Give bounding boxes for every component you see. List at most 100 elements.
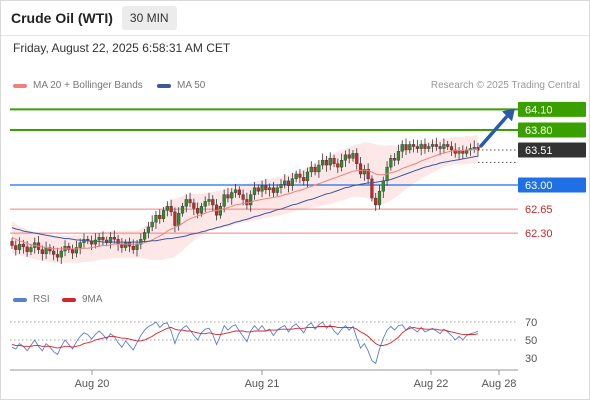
candle-body — [358, 163, 363, 175]
candle-body — [150, 221, 154, 228]
price-tag-62-30: 62.30 — [525, 228, 553, 240]
candle-body — [226, 194, 230, 199]
candle-body — [332, 157, 336, 164]
rsi-tick-70: 70 — [525, 317, 537, 329]
candle-body — [89, 240, 94, 245]
x-tick-label: Aug 22 — [414, 378, 449, 390]
candle-body — [347, 154, 351, 159]
candle-body — [256, 187, 260, 192]
candle-body — [324, 160, 329, 166]
price-tag-64-10: 64.10 — [525, 104, 553, 116]
candle-body — [298, 173, 302, 178]
candle-body — [124, 242, 128, 248]
candle-body — [283, 180, 287, 185]
forecast-arrow-shaft — [479, 115, 508, 148]
candle-body — [10, 241, 14, 246]
candle-body — [211, 199, 215, 206]
candle-body — [370, 178, 374, 199]
legend-rsi-label: RSI — [33, 294, 50, 305]
credit-text: Research © 2025 Trading Central — [430, 80, 580, 91]
candle-body — [93, 239, 97, 245]
candle-body — [286, 180, 291, 186]
legend-ma20: MA 20 + Bollinger Bands — [13, 80, 143, 91]
bollinger-band — [12, 135, 478, 263]
candle-body — [321, 160, 325, 166]
price-tag-63-51: 63.51 — [525, 145, 553, 157]
candle-body — [192, 202, 196, 209]
candle-body — [453, 149, 457, 154]
candle-body — [71, 249, 75, 254]
candle-body — [249, 194, 253, 206]
chart-header: Crude Oil (WTI) 30 MIN — [0, 0, 590, 36]
candle-body — [472, 146, 476, 149]
candle-body — [351, 153, 355, 159]
candle-body — [366, 168, 370, 180]
candle-body — [393, 157, 397, 161]
candle-body — [67, 245, 71, 250]
candle-body — [446, 144, 450, 147]
candle-body — [40, 249, 44, 254]
candle-body — [233, 189, 238, 193]
candle-body — [180, 206, 185, 214]
candle-body — [340, 160, 344, 168]
timeframe-button[interactable]: 30 MIN — [121, 5, 177, 30]
ma20-line — [11, 148, 478, 250]
candle-body — [25, 246, 29, 252]
legend-ma50: MA 50 — [157, 80, 205, 91]
candle-body — [237, 189, 241, 195]
candle-body — [21, 243, 25, 248]
candle-body — [268, 187, 272, 191]
price-tag-63-00: 63.00 — [525, 180, 553, 192]
price-tag-62-65: 62.65 — [525, 204, 553, 216]
legend-9ma-label: 9MA — [82, 294, 103, 305]
candle-body — [218, 206, 222, 216]
candle-body — [241, 194, 245, 200]
candle-body — [457, 151, 461, 154]
candle-body — [245, 199, 249, 206]
candle-body — [131, 245, 135, 250]
legend-ma20-label: MA 20 + Bollinger Bands — [33, 80, 143, 91]
ma50-line — [11, 155, 479, 243]
candle-body — [146, 226, 150, 233]
candle-body — [158, 215, 162, 219]
candle-body — [112, 237, 116, 240]
candle-body — [188, 199, 192, 204]
candle-body — [78, 242, 82, 248]
candle-body — [55, 254, 60, 258]
legend-ma50-label: MA 50 — [177, 80, 206, 91]
rsi-line — [11, 321, 479, 365]
candle-body — [52, 250, 56, 255]
rsi-9ma-line — [11, 326, 479, 349]
candle-body — [101, 237, 105, 241]
candle-body — [317, 164, 321, 173]
candle-body — [59, 250, 63, 258]
candle-body — [408, 144, 412, 151]
candle-body — [74, 247, 79, 254]
x-tick-label: Aug 21 — [245, 378, 280, 390]
candle-body — [264, 185, 268, 191]
candle-body — [165, 206, 169, 211]
candle-body — [313, 166, 317, 173]
candle-body — [120, 243, 124, 248]
ma20-swatch — [13, 83, 27, 88]
price-tag-64-10-box — [518, 101, 586, 117]
candle-body — [442, 144, 446, 149]
candle-body — [328, 157, 332, 166]
candle-body — [199, 206, 204, 214]
candle-body — [143, 232, 147, 240]
candle-body — [173, 211, 177, 226]
candle-body — [309, 166, 313, 173]
candle-body — [427, 146, 431, 149]
candle-body — [44, 247, 48, 254]
candle-body — [17, 243, 22, 250]
candle-body — [184, 199, 188, 207]
price-tag-63-51-box — [518, 142, 586, 158]
candle-body — [271, 187, 276, 193]
candle-body — [419, 144, 423, 149]
ma9-swatch — [62, 297, 76, 302]
candle-body — [14, 245, 18, 250]
candle-body — [252, 187, 257, 195]
candle-body — [29, 247, 33, 252]
candle-body — [105, 239, 109, 243]
